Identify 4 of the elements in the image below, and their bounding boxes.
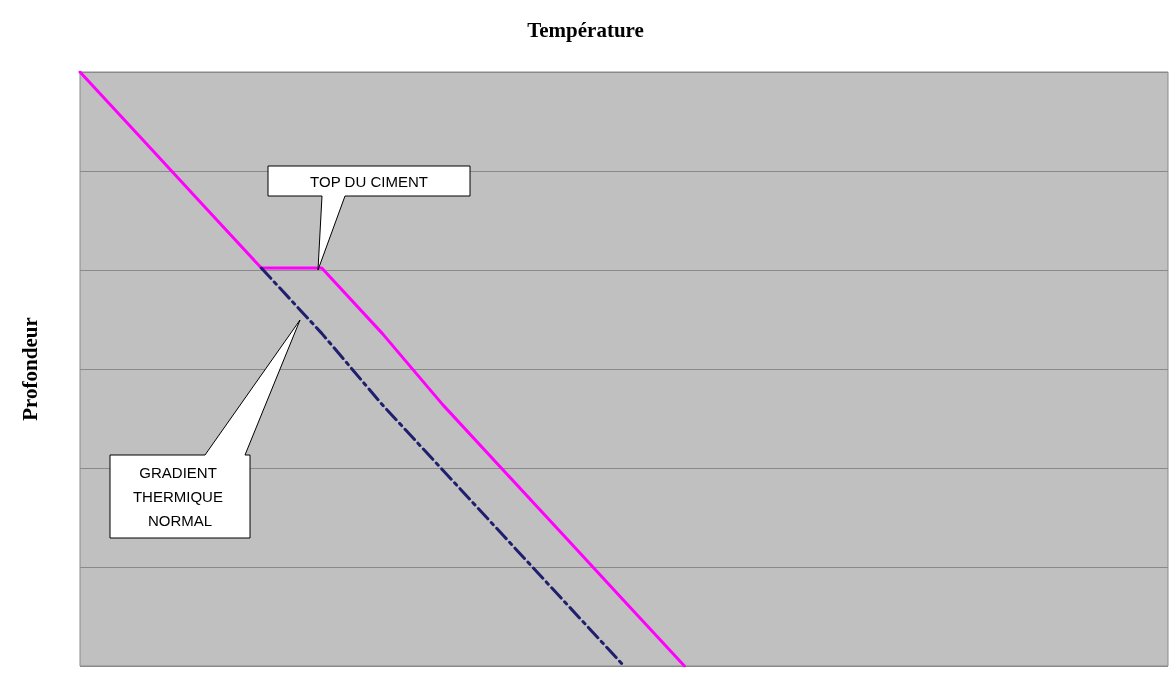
annotation: GRADIENT THERMIQUE NORMAL [132,464,228,529]
annotation: TOP DU CIMENT [310,172,428,190]
chart-title: Température [527,17,644,42]
y-axis-title: Profondeur [17,317,42,421]
